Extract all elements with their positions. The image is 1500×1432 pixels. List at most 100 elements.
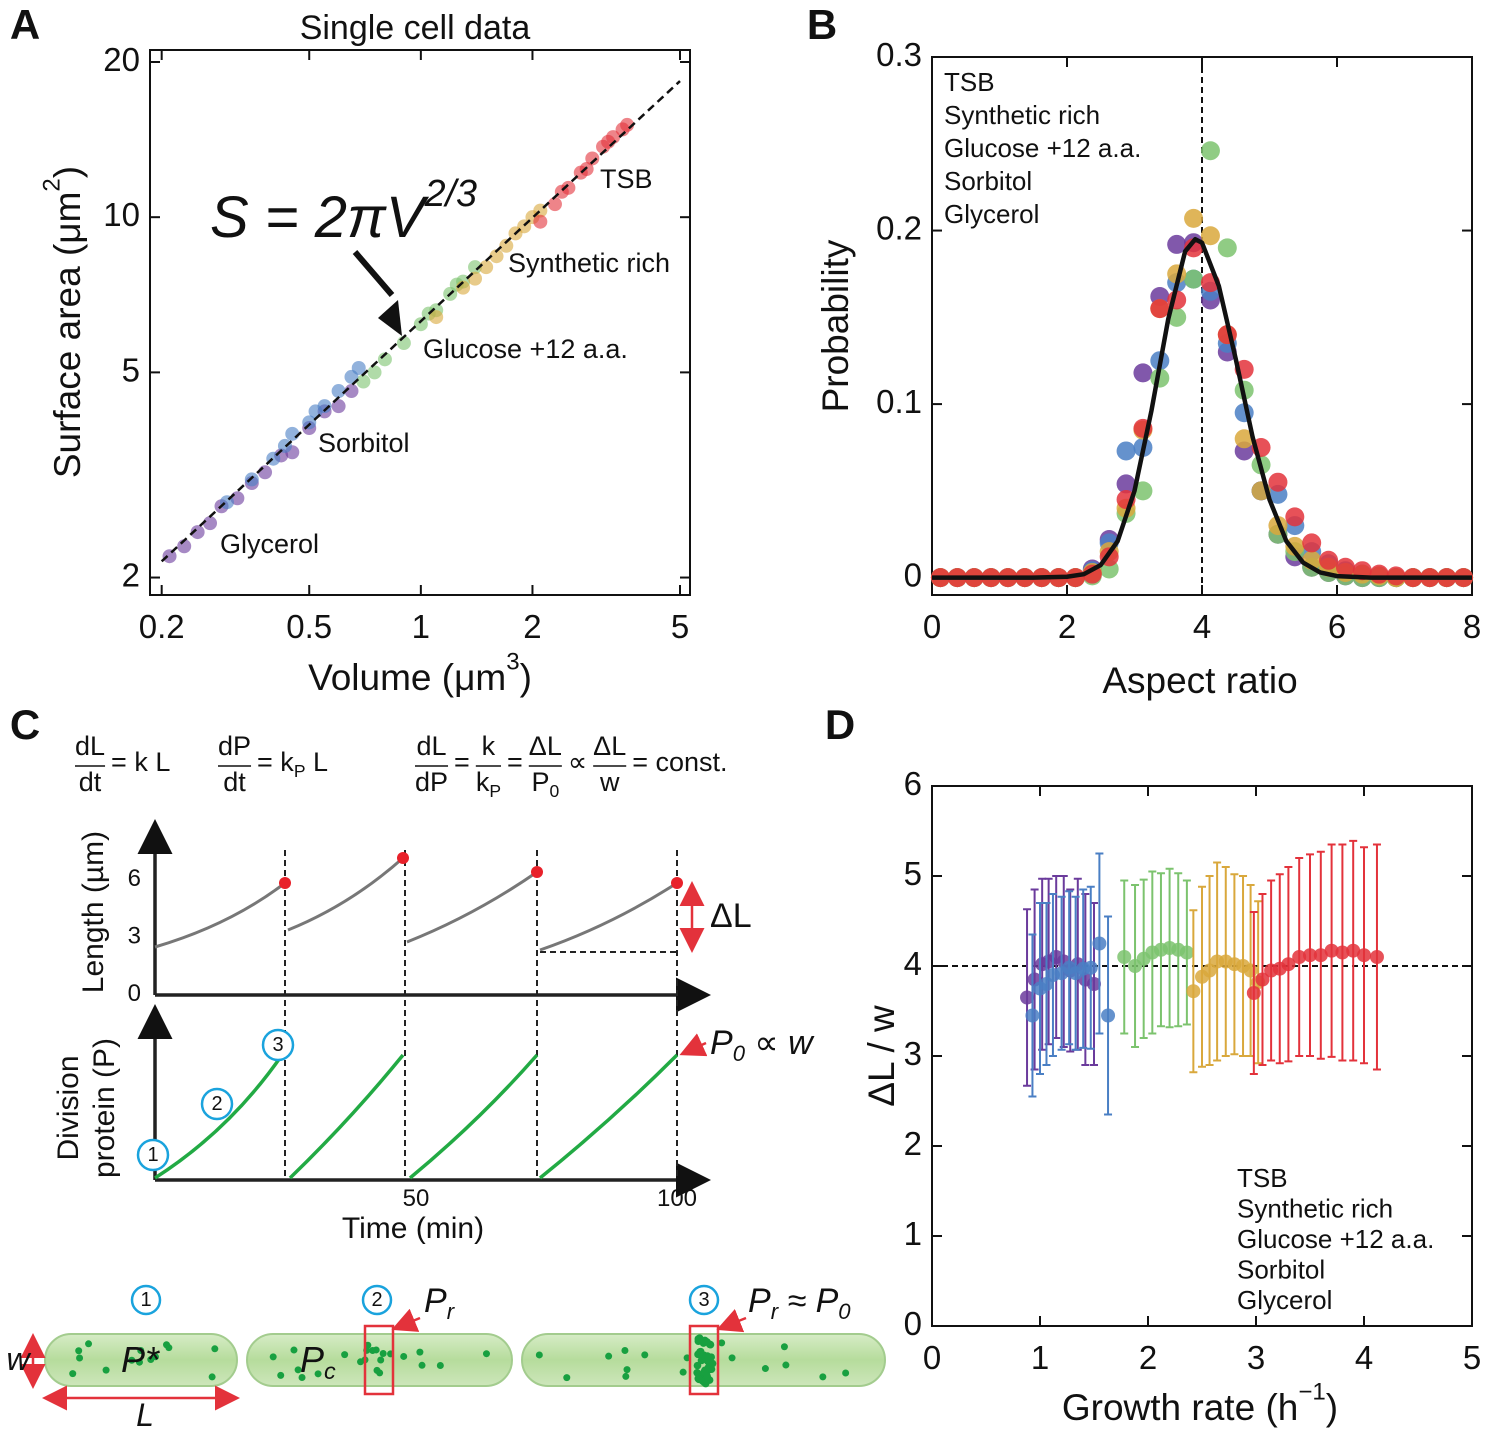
y-tick-label: 0 xyxy=(128,980,141,1007)
data-point xyxy=(1200,141,1220,161)
data-point xyxy=(1292,950,1307,964)
text-part: Length (µm) xyxy=(77,831,110,993)
data-point xyxy=(356,374,371,389)
eq-denominator: P0 xyxy=(531,767,559,801)
text-part: 6 xyxy=(128,865,141,892)
data-point xyxy=(1186,984,1201,999)
text-part: 2 xyxy=(122,556,140,593)
text-part: k xyxy=(476,767,490,797)
text-part: = k xyxy=(257,747,294,777)
y-tick-label: 0.1 xyxy=(876,383,922,420)
data-point xyxy=(1025,1008,1040,1023)
data-point xyxy=(1303,948,1317,963)
protein-dot xyxy=(707,1365,716,1373)
step-number: 1 xyxy=(147,1144,158,1166)
protein-dot xyxy=(137,1346,145,1354)
x-tick-label: 4 xyxy=(1355,1339,1373,1376)
data-point xyxy=(331,384,346,399)
eq-numerator: k xyxy=(482,731,496,761)
text-part: 0 xyxy=(904,556,922,593)
data-point xyxy=(302,415,317,430)
protein-dot xyxy=(700,1337,708,1346)
text-part: 0 xyxy=(549,781,559,801)
text-part: = const. xyxy=(632,747,727,777)
y-tick-label: 20 xyxy=(103,41,140,78)
protein-dot xyxy=(819,1373,827,1381)
data-point xyxy=(1092,936,1107,951)
protein-dot xyxy=(277,1371,285,1379)
data-point xyxy=(468,271,483,286)
text-part: 4 xyxy=(904,945,922,982)
text-part: Aspect ratio xyxy=(1102,660,1297,701)
text-part: P xyxy=(531,767,549,797)
protein-curves xyxy=(154,1053,679,1180)
data-point xyxy=(1133,363,1153,383)
text-part: P xyxy=(748,1282,771,1320)
protein-dot xyxy=(535,1351,543,1359)
series-label: Sorbitol xyxy=(318,428,410,458)
text-part: 3 xyxy=(1247,1339,1265,1376)
text-part: 2 xyxy=(1058,608,1076,645)
legend-entry: Synthetic rich xyxy=(944,100,1100,130)
data-point xyxy=(1268,472,1288,492)
x-tick-label: 100 xyxy=(657,1185,697,1212)
text-part: 2 xyxy=(371,1289,382,1311)
text-part: 0 xyxy=(923,608,941,645)
protein-dot xyxy=(76,1354,84,1362)
text-part: Sorbitol xyxy=(1237,1254,1325,1284)
pr-arrow xyxy=(391,1308,421,1332)
formula-arrowhead xyxy=(378,300,402,336)
length-curves xyxy=(154,856,678,952)
text-part: 0 xyxy=(128,980,141,1007)
y-axis-label: Surface area (μm2) xyxy=(39,166,88,478)
protein-dot xyxy=(842,1369,850,1377)
text-part: ΔL / w xyxy=(861,1005,902,1107)
y-tick-label: 10 xyxy=(103,196,140,233)
chart-title: Single cell data xyxy=(300,9,531,47)
text-part: Glycerol xyxy=(1237,1285,1332,1315)
text-part: c xyxy=(324,1358,336,1384)
x-tick-label: 0 xyxy=(923,1339,941,1376)
y-tick-label: 1 xyxy=(904,1215,922,1252)
x-tick-label: 2 xyxy=(1058,608,1076,645)
text-part: 0.3 xyxy=(876,36,922,73)
x-tick-label: 50 xyxy=(403,1185,430,1212)
text-part: Synthetic rich xyxy=(508,248,670,278)
y-axis-label: protein (P) xyxy=(88,1038,121,1178)
text-part: 4 xyxy=(1355,1339,1373,1376)
legend-entry: Glucose +12 a.a. xyxy=(1237,1224,1434,1254)
text-part: 5 xyxy=(122,351,140,388)
text-part: 8 xyxy=(1463,608,1481,645)
protein-dot xyxy=(208,1373,216,1381)
panel-c-schematic xyxy=(20,250,886,1411)
protein-dot xyxy=(718,1339,726,1347)
step-number: 3 xyxy=(272,1034,283,1056)
text-part: 5 xyxy=(1463,1339,1481,1376)
length-label: L xyxy=(136,1397,154,1432)
protein-dot xyxy=(298,1373,306,1381)
protein-dot xyxy=(708,1359,717,1368)
eq-numerator: dL xyxy=(416,731,446,761)
text-part: r xyxy=(447,1299,456,1324)
text-part: ΔL xyxy=(593,731,626,761)
text-part: 5 xyxy=(671,608,689,645)
text-part: ) xyxy=(1326,1387,1338,1428)
panel-label: D xyxy=(825,701,855,748)
text-part: D xyxy=(825,701,855,748)
text-part: dP xyxy=(218,731,251,761)
y-axis-label: Division xyxy=(52,1055,85,1160)
y-tick-label: 0 xyxy=(904,556,922,593)
eq-numerator: dL xyxy=(75,731,105,761)
data-point xyxy=(1179,945,1194,960)
text-part: Sorbitol xyxy=(318,428,410,458)
step-number: 1 xyxy=(140,1289,151,1311)
data-point xyxy=(468,260,483,275)
text-part: 5 xyxy=(904,855,922,892)
text-part: 3 xyxy=(506,649,519,676)
p0-label: P0 ∝ w xyxy=(710,1024,815,1066)
formula-arrow xyxy=(352,250,395,297)
text-part: Surface area (μm xyxy=(47,192,88,479)
protein-dot xyxy=(416,1348,424,1356)
y-axis-label: Probability xyxy=(815,239,856,412)
text-part: P* xyxy=(121,1339,160,1380)
